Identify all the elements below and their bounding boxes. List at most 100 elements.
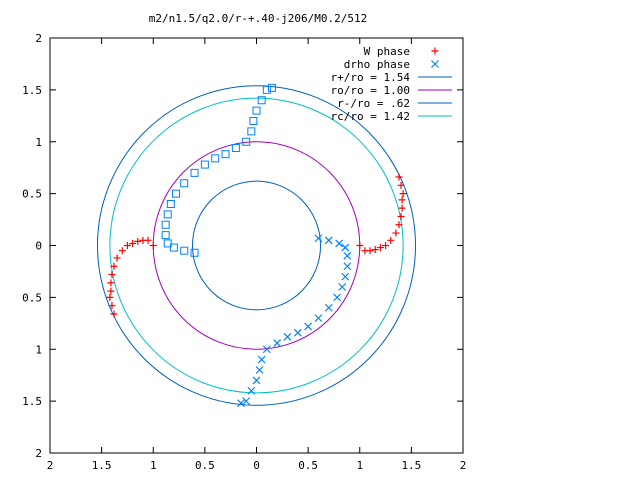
x-tick-label: 1 [150, 459, 157, 472]
x-tick-label: 2 [460, 459, 467, 472]
point [247, 386, 256, 395]
point [341, 243, 350, 252]
point [304, 322, 313, 331]
y-tick-label: 1 [35, 343, 42, 356]
point [190, 248, 199, 257]
point [171, 189, 180, 198]
point [343, 251, 352, 260]
point [398, 204, 406, 212]
point [262, 345, 271, 354]
point [395, 173, 403, 181]
point [129, 239, 137, 247]
y-tick-label: 2 [35, 32, 42, 45]
point [273, 339, 282, 347]
point [255, 366, 264, 374]
x-tick-label: 2 [47, 459, 54, 472]
reference-circles [96, 85, 417, 406]
chart-title: m2/n1.5/q2.0/r-+.40-j206/M0.2/512 [149, 12, 368, 25]
point [252, 376, 261, 385]
y-tick-label: 1.5 [22, 84, 42, 97]
point [118, 247, 126, 255]
point [333, 293, 341, 302]
circle-1 [152, 141, 361, 350]
point [397, 212, 405, 220]
point [249, 117, 258, 125]
point [123, 242, 131, 249]
x-tick-label: 1 [356, 459, 363, 472]
legend-label: drho phase [344, 58, 410, 71]
point [314, 234, 323, 243]
legend-label: r+/ro = 1.54 [331, 71, 411, 84]
point [190, 168, 199, 177]
point [134, 237, 142, 245]
point [242, 397, 251, 406]
point [283, 332, 292, 341]
point [231, 143, 240, 152]
point [293, 328, 302, 337]
legend-marker [431, 60, 439, 68]
point [324, 303, 333, 312]
circle-1.54 [96, 85, 417, 406]
point [180, 179, 189, 188]
point [257, 96, 266, 105]
point [356, 242, 364, 249]
legend-label: W phase [364, 45, 410, 58]
point [257, 355, 266, 364]
y-tick-label: 2 [35, 447, 42, 460]
point [395, 221, 403, 229]
y-tick-label: 0.5 [22, 188, 42, 201]
point [247, 127, 256, 136]
point [200, 160, 209, 169]
y-tick-label: 0 [35, 240, 42, 253]
circle-0.62 [191, 180, 322, 311]
point [180, 246, 189, 255]
point [392, 229, 400, 237]
point [107, 287, 115, 295]
point [382, 242, 390, 249]
point [397, 181, 405, 189]
legend-label: ro/ro = 1.00 [331, 84, 410, 97]
point [108, 302, 116, 310]
point [107, 279, 115, 287]
point [252, 106, 261, 115]
point [139, 236, 147, 244]
point [343, 262, 352, 271]
point [108, 271, 116, 279]
point [110, 310, 118, 318]
y-tick-label: 0.5 [22, 291, 42, 304]
point [149, 242, 157, 249]
x-tick-label: 1.5 [92, 459, 112, 472]
axis-ticks: 2 1.5 1 0.5 0 0.5 1 1.5 221.510.500.511.52 [22, 32, 466, 472]
legend-marker [431, 47, 439, 55]
point [398, 196, 406, 204]
point [262, 85, 271, 94]
point [366, 247, 374, 255]
point [221, 150, 230, 159]
point [169, 243, 178, 252]
circle-1.42 [109, 97, 404, 394]
point [376, 244, 384, 252]
legend-label: rc/ro = 1.42 [331, 110, 410, 123]
point [399, 190, 407, 198]
x-tick-label: 0.5 [298, 459, 318, 472]
x-tick-label: 1.5 [401, 459, 421, 472]
point [338, 283, 347, 291]
y-tick-label: 1 [35, 136, 42, 149]
legend-label: r-/ro = .62 [337, 97, 410, 110]
point [371, 246, 379, 254]
point [166, 200, 175, 208]
x-tick-label: 0 [253, 459, 260, 472]
point [341, 272, 350, 281]
point [237, 399, 245, 408]
point [267, 83, 276, 92]
point [113, 254, 121, 262]
point [314, 314, 323, 323]
x-tick-label: 0.5 [195, 459, 215, 472]
point [211, 154, 220, 163]
point [161, 231, 170, 240]
point [110, 262, 118, 270]
data-points [106, 83, 407, 408]
point [163, 239, 172, 248]
